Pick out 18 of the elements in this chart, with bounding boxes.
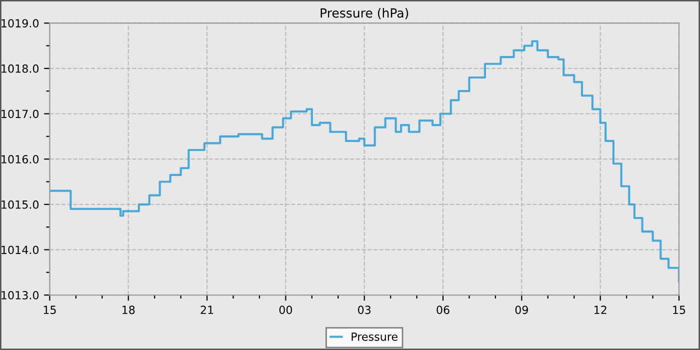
x-tick-label: 15 [44,306,56,314]
chart-title: Pressure (hPa) [320,8,408,20]
y-tick-label: 1013.0 [2,291,39,300]
x-tick-label: 18 [122,306,135,314]
legend-label: Pressure [352,332,398,341]
y-tick-label: 1018.0 [2,64,39,73]
x-tick-label: 12 [594,306,606,314]
y-tick-label: 1015.0 [2,200,39,209]
x-tick-label: 00 [279,306,292,314]
x-tick-label: 21 [200,306,214,314]
y-tick-label: 1019.0 [2,19,39,28]
y-tick-label: 1017.0 [2,110,39,118]
x-tick-label: 09 [515,306,528,314]
y-tick-label: 1014.0 [2,246,39,254]
x-tick-label: 03 [358,306,371,314]
x-tick-label: 15 [673,306,686,314]
x-tick-label: 06 [436,306,450,314]
y-tick-label: 1016.0 [2,155,39,164]
